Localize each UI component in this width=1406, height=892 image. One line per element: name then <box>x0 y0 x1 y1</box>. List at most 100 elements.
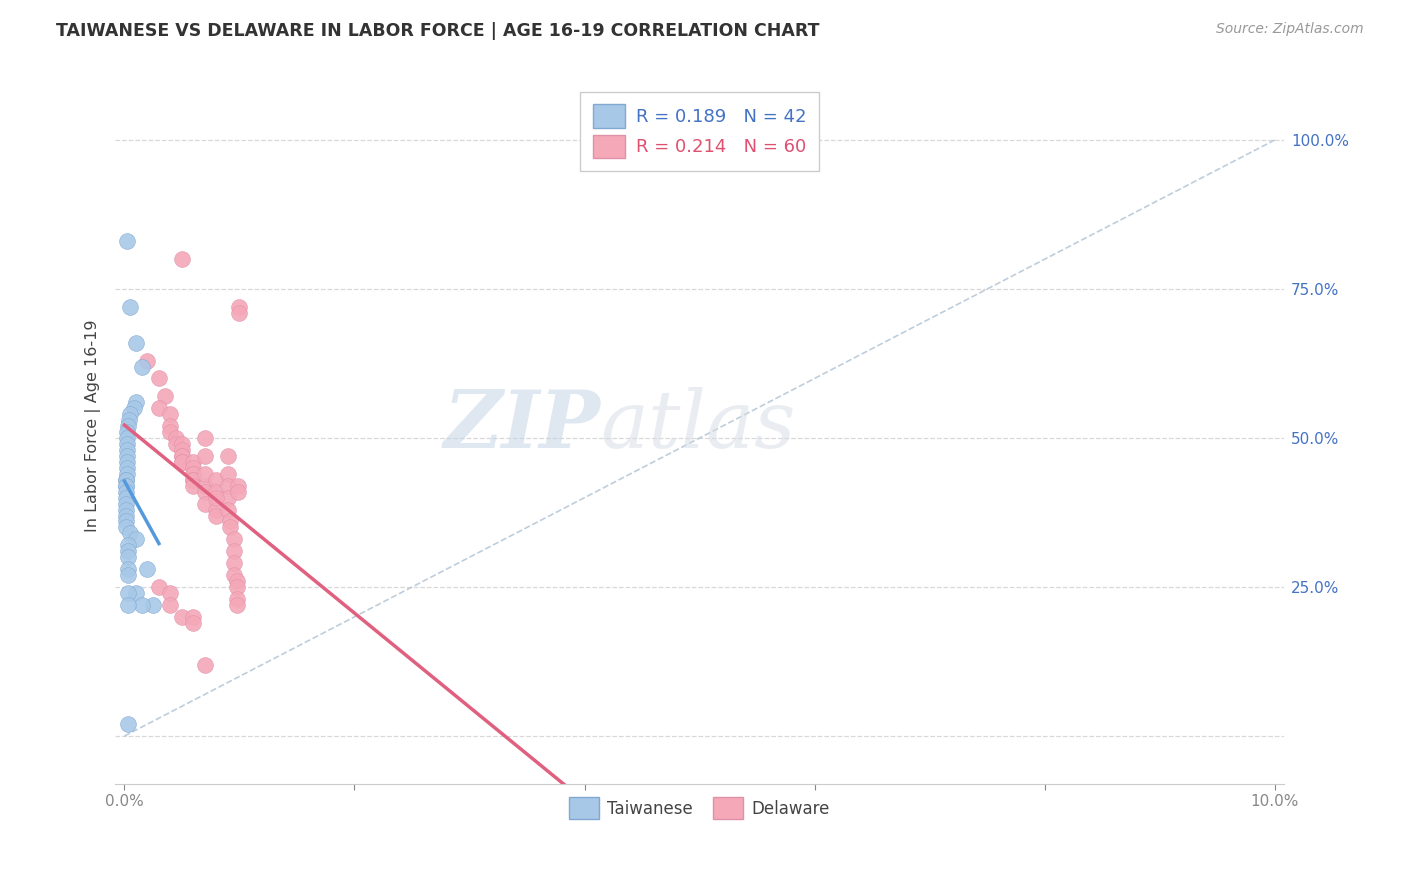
Point <box>114 497 136 511</box>
Point <box>165 431 187 445</box>
Point <box>117 717 139 731</box>
Point <box>125 533 148 547</box>
Point <box>142 598 165 612</box>
Point <box>117 562 139 576</box>
Y-axis label: In Labor Force | Age 16-19: In Labor Force | Age 16-19 <box>86 320 101 533</box>
Point <box>194 467 217 481</box>
Point <box>217 491 239 505</box>
Text: Source: ZipAtlas.com: Source: ZipAtlas.com <box>1216 22 1364 37</box>
Point <box>205 484 228 499</box>
Point <box>115 437 138 451</box>
Point <box>114 479 136 493</box>
Text: TAIWANESE VS DELAWARE IN LABOR FORCE | AGE 16-19 CORRELATION CHART: TAIWANESE VS DELAWARE IN LABOR FORCE | A… <box>56 22 820 40</box>
Point <box>170 455 193 469</box>
Point <box>205 473 228 487</box>
Point <box>159 425 181 439</box>
Point <box>125 586 148 600</box>
Point <box>131 359 153 374</box>
Point <box>117 544 139 558</box>
Point <box>148 580 170 594</box>
Point <box>194 497 217 511</box>
Point <box>183 610 205 624</box>
Point <box>117 568 139 582</box>
Point <box>183 460 205 475</box>
Point <box>226 479 249 493</box>
Point <box>115 425 138 439</box>
Text: atlas: atlas <box>600 387 796 465</box>
Point <box>148 401 170 416</box>
Point <box>159 407 181 421</box>
Point <box>217 479 239 493</box>
Point <box>222 556 245 570</box>
Point <box>219 520 242 534</box>
Point <box>114 484 136 499</box>
Point <box>222 533 245 547</box>
Point <box>205 502 228 516</box>
Point <box>219 515 242 529</box>
Point <box>114 508 136 523</box>
Point <box>136 562 159 576</box>
Point <box>226 574 249 588</box>
Point <box>226 484 249 499</box>
Point <box>194 479 217 493</box>
Point <box>183 467 205 481</box>
Point <box>194 431 217 445</box>
Point <box>115 460 138 475</box>
Point <box>159 598 181 612</box>
Point <box>222 568 245 582</box>
Point <box>159 586 181 600</box>
Point <box>114 473 136 487</box>
Point <box>136 353 159 368</box>
Point <box>122 401 145 416</box>
Point <box>205 491 228 505</box>
Point <box>194 657 217 672</box>
Point <box>114 479 136 493</box>
Point <box>115 455 138 469</box>
Point <box>115 449 138 463</box>
Point <box>114 473 136 487</box>
Point <box>170 449 193 463</box>
Point <box>226 580 249 594</box>
Point <box>170 610 193 624</box>
Point <box>183 467 205 481</box>
Point <box>118 413 141 427</box>
Point <box>226 591 249 606</box>
Point <box>170 252 193 267</box>
Point <box>114 520 136 534</box>
Point <box>170 442 193 457</box>
Point <box>170 449 193 463</box>
Point <box>120 300 142 314</box>
Point <box>115 431 138 445</box>
Point <box>114 491 136 505</box>
Point <box>228 306 250 320</box>
Point <box>183 455 205 469</box>
Point <box>125 335 148 350</box>
Point <box>117 550 139 565</box>
Point <box>183 473 205 487</box>
Point <box>117 598 139 612</box>
Point <box>183 473 205 487</box>
Point <box>115 467 138 481</box>
Point <box>228 300 250 314</box>
Point <box>217 467 239 481</box>
Text: ZIP: ZIP <box>443 387 600 465</box>
Point <box>114 515 136 529</box>
Point <box>117 538 139 552</box>
Point <box>131 598 153 612</box>
Point <box>183 479 205 493</box>
Point <box>194 449 217 463</box>
Point <box>217 502 239 516</box>
Point <box>226 598 249 612</box>
Point <box>217 449 239 463</box>
Point <box>148 371 170 385</box>
Point <box>115 442 138 457</box>
Point <box>170 455 193 469</box>
Point <box>165 437 187 451</box>
Point <box>115 235 138 249</box>
Point <box>159 419 181 434</box>
Point <box>183 615 205 630</box>
Point <box>120 407 142 421</box>
Point <box>120 526 142 541</box>
Legend: Taiwanese, Delaware: Taiwanese, Delaware <box>562 790 837 825</box>
Point <box>170 437 193 451</box>
